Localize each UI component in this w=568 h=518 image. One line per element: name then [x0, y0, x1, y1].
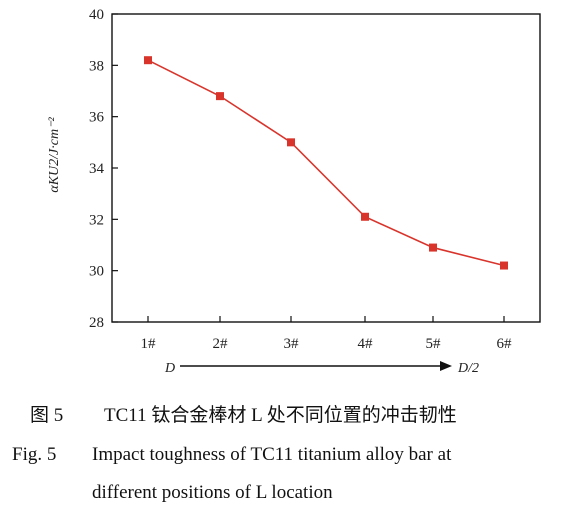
direction-indicator: D D/2	[164, 361, 479, 376]
y-tick-label: 28	[89, 315, 104, 331]
caption-en-line2: different positions of L location	[92, 482, 333, 503]
x-tick-label: 6#	[497, 336, 513, 352]
data-point-4	[361, 212, 369, 221]
y-tick-label: 36	[89, 110, 105, 126]
caption-en-number: Fig. 5	[12, 444, 57, 465]
data-point-3	[287, 138, 295, 147]
y-tick-label: 30	[89, 264, 104, 280]
caption-english-line1: Fig. 5 Impact toughness of TC11 titanium…	[0, 444, 568, 470]
y-tick-label: 38	[89, 58, 104, 74]
direction-start-label: D	[164, 361, 175, 376]
y-axis-label: αKU2/J·cm⁻²	[47, 117, 62, 193]
y-tick-label: 40	[89, 7, 104, 23]
data-point-6	[500, 261, 508, 270]
y-tick-label: 32	[89, 212, 104, 228]
data-point-5	[429, 243, 437, 252]
caption-english-line2: different positions of L location	[0, 482, 568, 508]
direction-arrow-head	[440, 361, 452, 371]
caption-cn-text: TC11 钛合金棒材 L 处不同位置的冲击韧性	[104, 405, 457, 426]
caption-en-line1: Impact toughness of TC11 titanium alloy …	[92, 444, 452, 465]
x-tick-label: 2#	[213, 336, 229, 352]
y-axis: 28 30 32 34 36 38 40	[89, 7, 118, 331]
direction-end-label: D/2	[457, 361, 479, 376]
plot-area-border	[111, 13, 541, 323]
x-axis: 1# 2# 3# 4# 5# 6#	[141, 316, 513, 352]
caption-chinese: 图 5 TC11 钛合金棒材 L 处不同位置的冲击韧性	[0, 400, 568, 426]
caption-cn-number: 图 5	[30, 405, 64, 426]
x-tick-label: 3#	[284, 336, 300, 352]
series-line-path	[147, 59, 505, 267]
data-point-1	[144, 56, 152, 65]
series-line	[147, 59, 505, 267]
plot-frame	[111, 13, 541, 323]
data-point-2	[216, 92, 224, 101]
y-tick-label: 34	[89, 161, 105, 177]
series-markers	[144, 56, 508, 270]
x-tick-label: 1#	[141, 336, 157, 352]
x-tick-label: 4#	[358, 336, 374, 352]
x-tick-label: 5#	[426, 336, 442, 352]
